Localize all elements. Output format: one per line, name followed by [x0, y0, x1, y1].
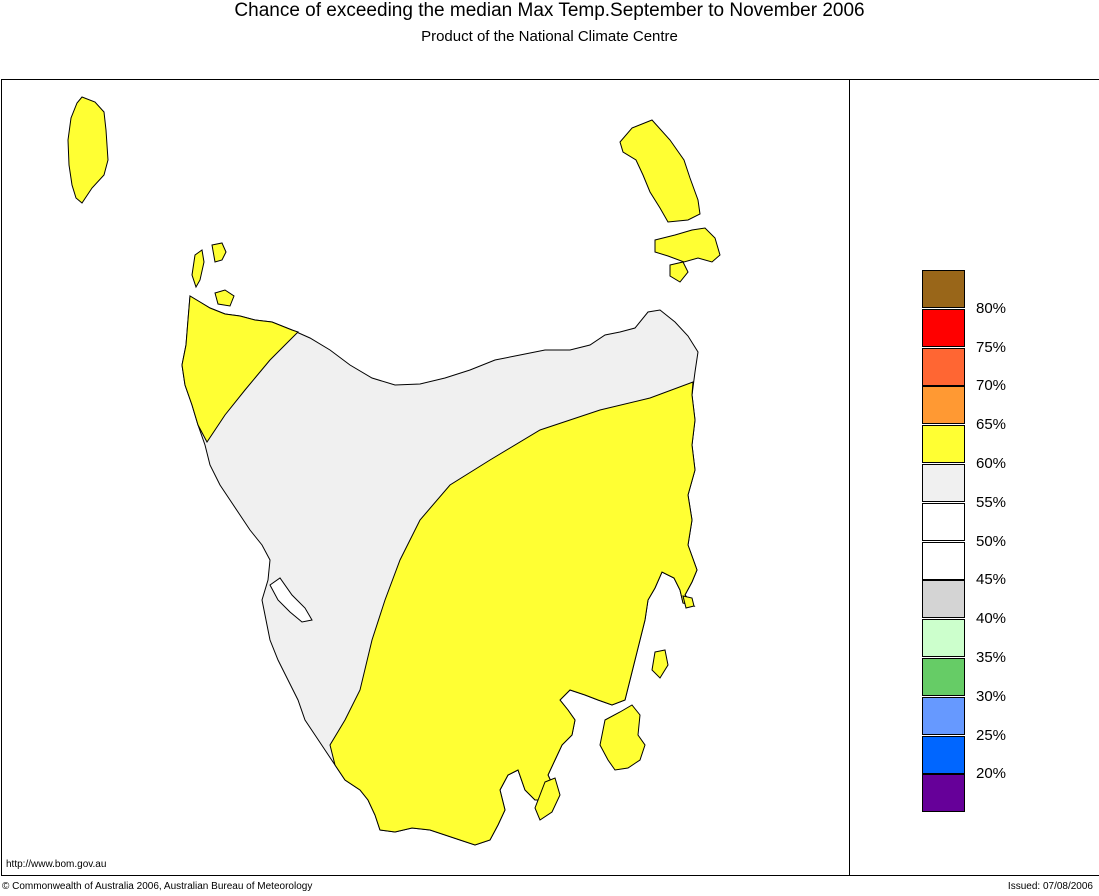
- chart-subtitle: Product of the National Climate Centre: [421, 28, 678, 45]
- macquarie-harbour: [269, 577, 313, 623]
- legend-swatch: [922, 580, 965, 619]
- legend-label: 20%: [976, 765, 1007, 783]
- legend-label: 60%: [976, 455, 1007, 472]
- tasman-peninsula: [599, 704, 646, 771]
- legend-swatch: [922, 347, 965, 386]
- legend-swatch: [922, 386, 965, 425]
- legend-swatch: [922, 619, 965, 658]
- flinders-island: [619, 119, 701, 223]
- legend-label: 45%: [976, 571, 1007, 589]
- legend-label: 70%: [976, 377, 1007, 395]
- king-island: [67, 96, 109, 204]
- legend-label: 50%: [976, 532, 1007, 550]
- bruny-island: [534, 777, 561, 821]
- legend-swatch: [922, 425, 965, 464]
- three-hummock-island: [191, 249, 205, 289]
- legend-swatch: [922, 735, 965, 774]
- chart-title: Chance of exceeding the median Max Temp.…: [234, 0, 865, 21]
- legend-swatch: [922, 658, 965, 696]
- legend-swatch: [922, 270, 965, 308]
- legend-swatch: [922, 696, 965, 735]
- clarke-island: [669, 261, 689, 283]
- legend-swatch: [922, 502, 965, 541]
- legend-label: 55%: [976, 493, 1007, 511]
- legend-label: 80%: [976, 299, 1007, 317]
- legend-label: 35%: [976, 649, 1007, 666]
- legend-label: 75%: [976, 338, 1007, 356]
- robbins-island: [214, 289, 235, 307]
- footer-copyright: © Commonwealth of Australia 2006, Austra…: [2, 881, 313, 892]
- schouten-island: [682, 595, 695, 609]
- mainland-yellow-nw: [181, 295, 299, 443]
- legend-frame: [850, 79, 1099, 876]
- footer-issued-date: Issued: 07/08/2006: [1007, 881, 1093, 892]
- legend-swatch: [922, 464, 965, 502]
- footer-url: http://www.bom.gov.au: [6, 859, 107, 870]
- legend-swatch: [922, 308, 965, 347]
- legend-label: 65%: [976, 416, 1007, 434]
- maria-island: [651, 649, 669, 679]
- cape-barren-island: [654, 227, 721, 263]
- legend-label: 40%: [976, 610, 1007, 628]
- hunter-island: [211, 242, 227, 263]
- legend-swatch: [922, 541, 965, 580]
- legend-label: 25%: [976, 726, 1007, 744]
- legend-swatch: [922, 774, 965, 813]
- legend-label: 30%: [976, 687, 1007, 705]
